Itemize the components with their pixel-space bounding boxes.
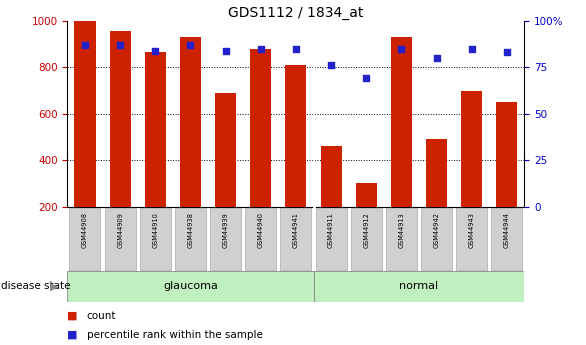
Text: GSM44940: GSM44940: [258, 212, 264, 248]
FancyBboxPatch shape: [421, 208, 452, 269]
Point: [115, 42, 125, 48]
Text: count: count: [87, 311, 116, 321]
Text: GSM44911: GSM44911: [328, 212, 334, 248]
Text: disease state: disease state: [1, 282, 71, 291]
Point: [467, 46, 476, 51]
FancyBboxPatch shape: [70, 208, 100, 269]
Bar: [110, 31, 131, 207]
Title: GDS1112 / 1834_at: GDS1112 / 1834_at: [228, 6, 364, 20]
FancyBboxPatch shape: [386, 208, 417, 269]
Point: [502, 50, 512, 55]
Bar: [180, 37, 201, 207]
Text: GSM44943: GSM44943: [469, 212, 475, 248]
Point: [397, 46, 406, 51]
Text: GSM44908: GSM44908: [82, 212, 88, 248]
Bar: [321, 146, 342, 207]
Point: [326, 63, 336, 68]
Text: ■: ■: [67, 330, 78, 339]
Text: GSM44913: GSM44913: [398, 212, 404, 248]
Point: [256, 46, 265, 51]
FancyBboxPatch shape: [281, 208, 311, 269]
FancyBboxPatch shape: [492, 208, 522, 269]
Text: normal: normal: [400, 282, 438, 291]
Text: GSM44938: GSM44938: [188, 212, 193, 248]
Bar: [250, 49, 271, 207]
Bar: [145, 52, 166, 207]
FancyBboxPatch shape: [140, 208, 171, 269]
Text: ■: ■: [67, 311, 78, 321]
Bar: [391, 37, 412, 207]
Point: [151, 48, 160, 53]
FancyBboxPatch shape: [67, 271, 314, 302]
FancyBboxPatch shape: [105, 208, 135, 269]
Bar: [461, 91, 482, 207]
Text: ▶: ▶: [50, 282, 59, 291]
FancyBboxPatch shape: [314, 271, 524, 302]
Point: [221, 48, 230, 53]
Bar: [215, 93, 236, 207]
Text: glaucoma: glaucoma: [163, 282, 218, 291]
Text: percentile rank within the sample: percentile rank within the sample: [87, 330, 263, 339]
Text: GSM44909: GSM44909: [117, 212, 123, 248]
Point: [186, 42, 195, 48]
Text: GSM44910: GSM44910: [152, 212, 158, 248]
Point: [80, 42, 90, 48]
Bar: [496, 102, 517, 207]
FancyBboxPatch shape: [175, 208, 206, 269]
Point: [432, 55, 441, 61]
Text: GSM44912: GSM44912: [363, 212, 369, 248]
FancyBboxPatch shape: [246, 208, 276, 269]
Bar: [426, 139, 447, 207]
FancyBboxPatch shape: [316, 208, 346, 269]
Text: GSM44944: GSM44944: [504, 212, 510, 248]
Bar: [285, 65, 306, 207]
FancyBboxPatch shape: [210, 208, 241, 269]
Text: GSM44939: GSM44939: [223, 212, 229, 248]
Bar: [356, 183, 377, 207]
Text: GSM44941: GSM44941: [293, 212, 299, 248]
FancyBboxPatch shape: [456, 208, 487, 269]
Point: [362, 76, 371, 81]
Text: GSM44942: GSM44942: [434, 212, 440, 248]
Point: [291, 46, 301, 51]
FancyBboxPatch shape: [351, 208, 381, 269]
Bar: [74, 21, 96, 207]
